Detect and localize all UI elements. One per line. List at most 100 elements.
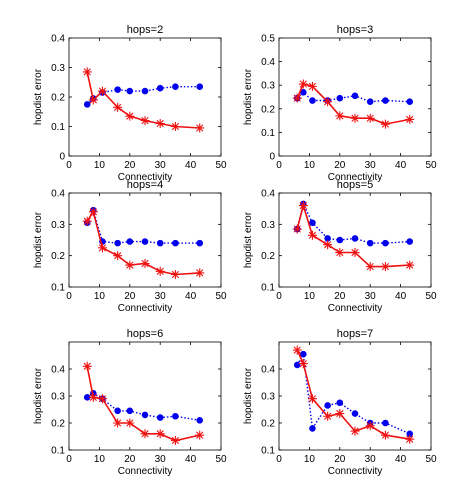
data-point-circle xyxy=(126,238,134,245)
data-point-star xyxy=(405,434,415,444)
data-point-circle xyxy=(83,101,91,108)
data-point-circle xyxy=(382,419,389,427)
data-point-star xyxy=(140,429,150,439)
y-tick-label: 0.5 xyxy=(261,34,275,45)
data-point-circle xyxy=(156,239,164,247)
data-point-star xyxy=(195,123,205,133)
data-point-circle xyxy=(309,219,316,227)
data-point-circle xyxy=(336,236,344,244)
y-tick-label: 0.1 xyxy=(51,122,65,133)
data-point-star xyxy=(88,95,98,105)
x-tick-label: 30 xyxy=(365,291,377,302)
data-point-circle xyxy=(309,97,316,104)
data-point-star xyxy=(307,394,317,404)
y-axis-label: hopdist error xyxy=(243,211,254,268)
x-tick-label: 40 xyxy=(185,291,197,302)
data-point-star xyxy=(298,359,308,369)
data-point-circle xyxy=(366,98,374,106)
data-point-circle xyxy=(324,402,331,409)
data-point-circle xyxy=(172,239,179,247)
y-axis-label: hopdist error xyxy=(243,68,254,125)
data-point-star xyxy=(88,207,98,217)
data-point-star xyxy=(323,411,333,421)
x-tick-label: 40 xyxy=(395,160,407,171)
data-point-star xyxy=(350,113,360,123)
data-point-circle xyxy=(141,87,149,95)
subplot-2: 0 10 20 30 40 50 0 0.1 0.2 0.3 0.4 0.5 hops=3 Connect… xyxy=(243,24,437,183)
data-point-star xyxy=(88,392,98,402)
y-axis-label: hopdist error xyxy=(243,367,254,424)
x-tick-label: 0 xyxy=(276,160,282,171)
data-point-star xyxy=(405,114,415,124)
data-point-star xyxy=(292,93,302,103)
data-point-star xyxy=(170,122,180,131)
x-tick-label: 50 xyxy=(425,291,437,302)
x-tick-label: 30 xyxy=(365,160,377,171)
y-axis-label: hopdist error xyxy=(33,367,44,424)
x-tick-label: 30 xyxy=(155,454,167,465)
x-tick-label: 0 xyxy=(66,454,72,465)
x-tick-label: 20 xyxy=(124,160,136,171)
data-point-circle xyxy=(114,86,121,93)
x-tick-label: 40 xyxy=(395,291,407,302)
x-tick-label: 30 xyxy=(155,291,167,302)
y-tick-label: 0.4 xyxy=(51,34,65,45)
data-point-star xyxy=(405,260,415,270)
data-area xyxy=(82,361,205,446)
x-tick-label: 40 xyxy=(395,454,407,465)
data-point-circle xyxy=(293,361,301,369)
y-tick-label: 0.3 xyxy=(261,220,275,231)
x-axis-label: Connectivity xyxy=(118,172,172,183)
data-area xyxy=(82,67,205,133)
y-tick-label: 0.4 xyxy=(261,57,275,68)
y-tick-label: 0.3 xyxy=(51,220,65,231)
x-axis-label: Connectivity xyxy=(328,303,382,314)
data-point-star xyxy=(307,230,317,240)
data-point-circle xyxy=(382,97,389,104)
data-point-star xyxy=(97,394,107,404)
y-tick-label: 0.1 xyxy=(261,128,275,139)
data-point-circle xyxy=(196,83,204,90)
x-axis-label: Connectivity xyxy=(118,303,172,314)
x-tick-label: 50 xyxy=(425,454,437,465)
subplot-title: hops=2 xyxy=(127,24,163,36)
x-tick-label: 10 xyxy=(304,160,316,171)
x-tick-label: 30 xyxy=(365,454,377,465)
x-tick-label: 30 xyxy=(155,160,167,171)
x-tick-label: 40 xyxy=(185,160,197,171)
subplot-1: 0 10 20 30 40 50 0 0.1 0.2 0.3 0.4 hops=2 Connectivi… xyxy=(33,24,227,183)
y-tick-label: 0.1 xyxy=(51,283,65,294)
x-tick-label: 20 xyxy=(334,160,346,171)
data-point-star xyxy=(323,97,333,107)
data-point-star xyxy=(380,262,390,272)
data-point-star xyxy=(97,86,107,96)
data-point-circle xyxy=(336,94,344,102)
y-tick-label: 0 xyxy=(269,152,275,163)
data-point-star xyxy=(82,361,92,371)
data-point-circle xyxy=(406,98,414,106)
data-point-star xyxy=(365,262,375,272)
x-tick-label: 0 xyxy=(66,160,72,171)
data-point-star xyxy=(323,240,333,250)
data-point-star xyxy=(307,81,317,91)
data-point-star xyxy=(113,102,123,112)
data-point-circle xyxy=(156,414,164,421)
y-axis-label: hopdist error xyxy=(33,68,44,125)
series-line-blue xyxy=(86,85,200,105)
data-point-star xyxy=(82,216,92,226)
data-point-star xyxy=(298,201,308,211)
subplot-5: 0 10 20 30 40 50 0.1 0.2 0.3 0.4 hops=6 Connectivit… xyxy=(33,328,227,477)
data-point-circle xyxy=(382,239,389,247)
y-tick-label: 0.4 xyxy=(261,189,275,200)
x-tick-label: 20 xyxy=(334,291,346,302)
data-point-star xyxy=(113,251,123,261)
y-tick-label: 0.2 xyxy=(261,251,275,262)
y-tick-label: 0.2 xyxy=(51,419,65,430)
data-point-circle xyxy=(351,410,359,417)
subplot-title: hops=4 xyxy=(127,179,163,191)
data-point-star xyxy=(140,116,150,126)
data-point-star xyxy=(170,269,180,279)
data-point-circle xyxy=(126,407,134,415)
data-point-circle xyxy=(114,239,121,247)
